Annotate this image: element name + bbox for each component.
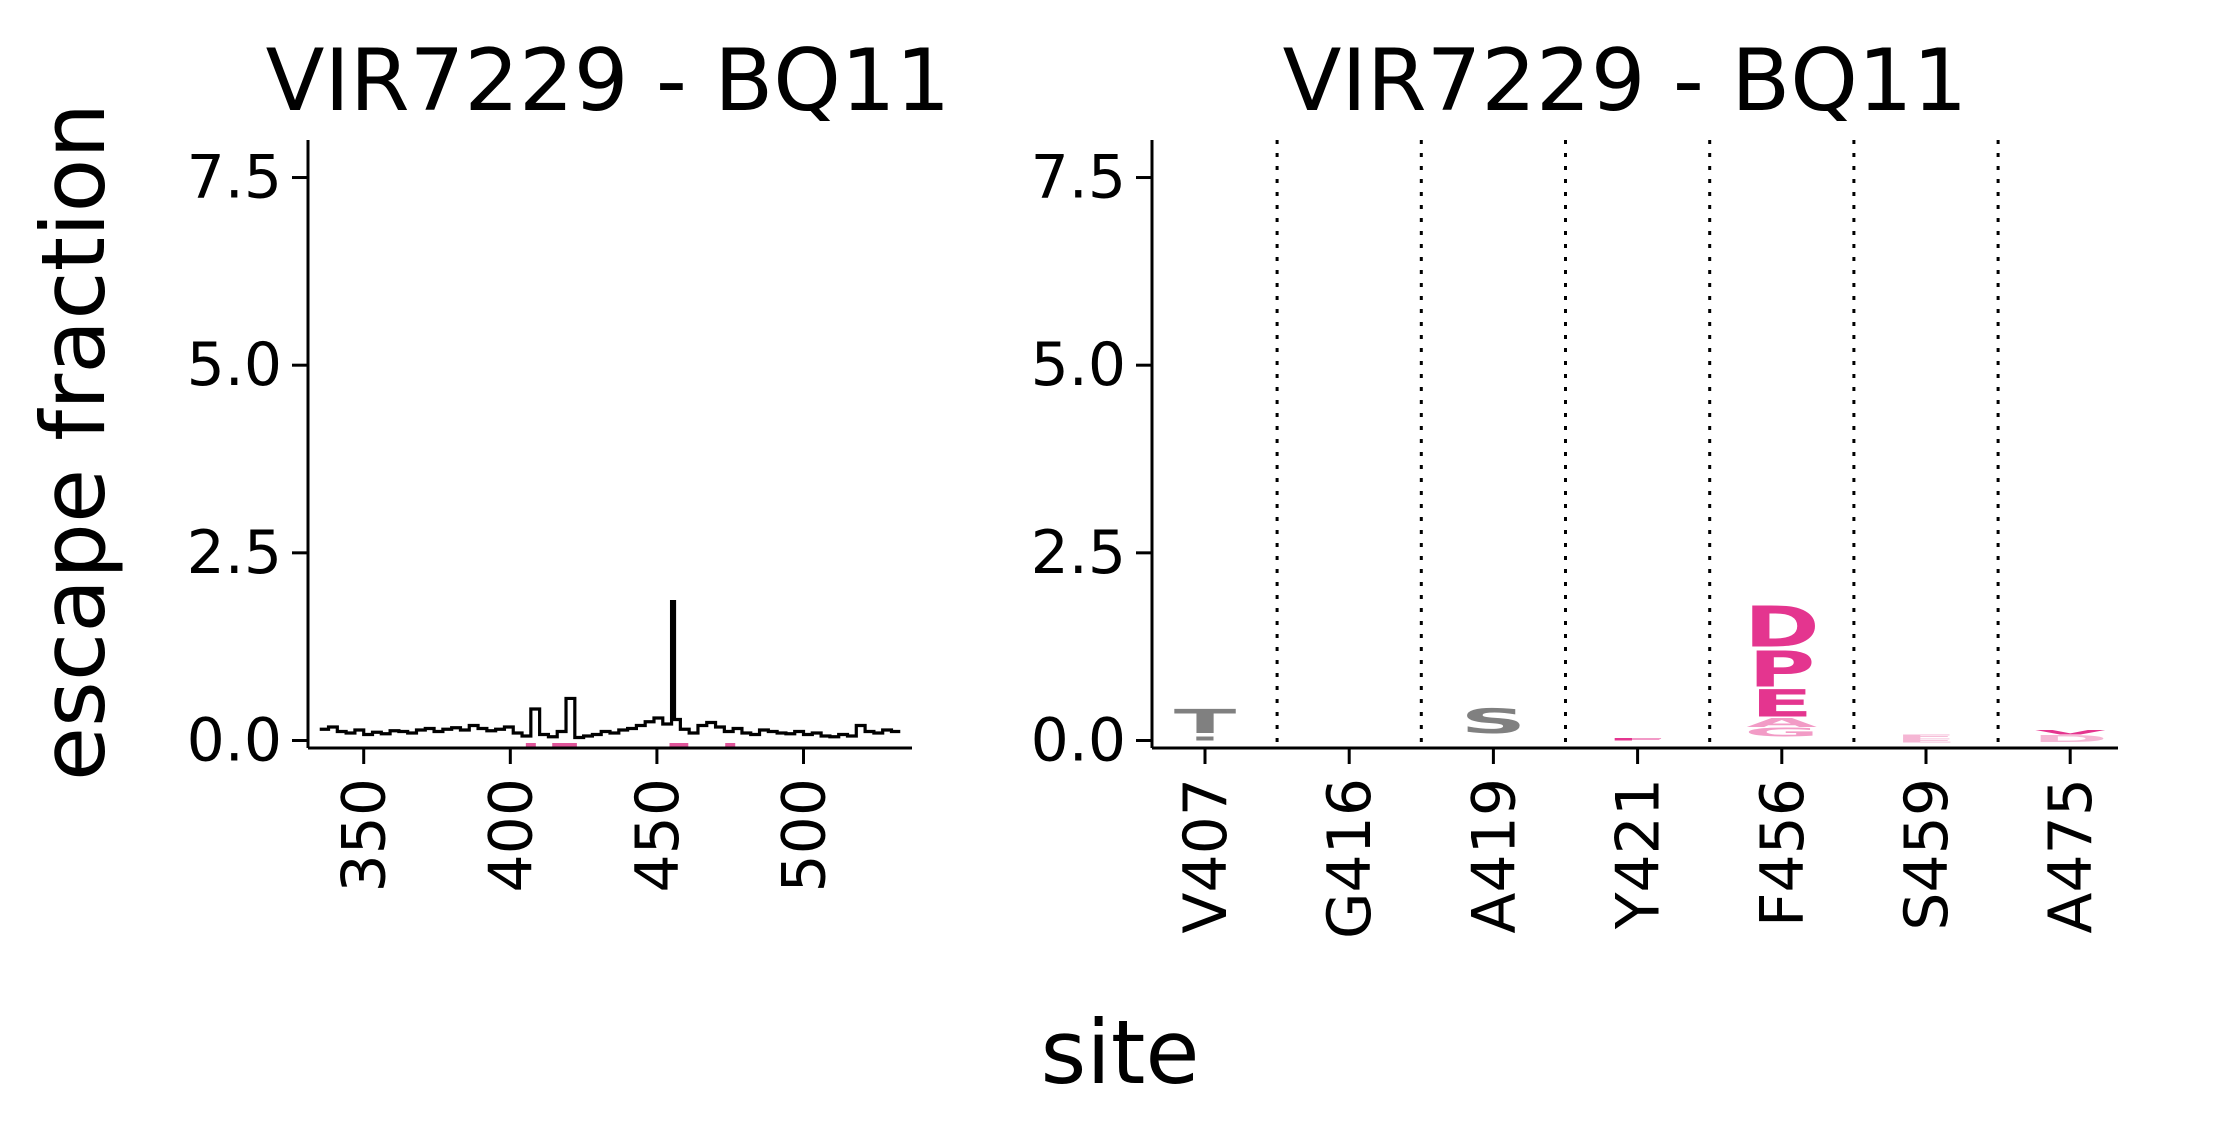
left-series-line — [319, 600, 901, 740]
left-highlight-site — [678, 743, 689, 748]
right-chart-title: VIR7229 - BQ11 — [1283, 31, 1968, 131]
right-x-tick-label: A475 — [2036, 778, 2106, 934]
right-axes: 0.0 2.5 5.0 7.5 V407 G416 A419 Y421 F456 S459 A475 — [1031, 140, 2118, 939]
figure-xlabel: site — [1041, 1001, 1200, 1104]
right-x-tick-label: A419 — [1459, 778, 1529, 934]
logo-letter-g: G — [1744, 725, 1819, 739]
right-x-tick-label: Y421 — [1604, 778, 1674, 930]
logo-letter-a: A — [1746, 716, 1817, 730]
logo-letter-v: V — [2035, 729, 2106, 736]
left-y-tick-label: 2.5 — [187, 518, 282, 588]
site-line-plot: VIR7229 - BQ11 0.0 2.5 5.0 7.5 350 400 450 500 — [187, 31, 951, 893]
left-x-tick-label: 500 — [770, 778, 840, 893]
left-chart-title: VIR7229 - BQ11 — [266, 31, 951, 131]
logo-letter-d: D — [2032, 734, 2108, 745]
left-axes: 0.0 2.5 5.0 7.5 350 400 450 500 — [187, 140, 912, 893]
left-highlight-site — [552, 743, 563, 748]
left-x-tick-label: 450 — [623, 778, 693, 893]
left-highlight-site — [669, 743, 680, 748]
right-site-separators — [1275, 140, 2000, 748]
left-highlight-markers — [525, 743, 736, 748]
logo-letter-e: E — [1895, 738, 1957, 744]
left-x-tick-label: 350 — [330, 778, 400, 893]
left-y-tick-label: 7.5 — [187, 143, 282, 213]
left-highlight-site — [561, 743, 572, 748]
right-x-tick-label: G416 — [1315, 778, 1385, 939]
logo-letter-f: F — [1606, 738, 1668, 742]
right-y-tick-label: 2.5 — [1031, 518, 1126, 588]
left-highlight-site — [725, 743, 736, 748]
left-highlight-site — [525, 743, 536, 748]
logo-letter-s: S — [1460, 702, 1526, 741]
left-y-tick-label: 0.0 — [187, 705, 282, 775]
right-x-tick-label: V407 — [1171, 778, 1241, 934]
left-highlight-site — [566, 743, 577, 748]
right-x-tick-label: S459 — [1892, 778, 1962, 931]
right-y-tick-label: 7.5 — [1031, 143, 1126, 213]
logo-letter-t: T — [1174, 703, 1237, 741]
left-series-group — [319, 600, 901, 740]
left-y-tick-label: 5.0 — [187, 330, 282, 400]
logo-letter-i: I — [1188, 736, 1222, 742]
figure-ylabel: escape fraction — [22, 103, 125, 781]
right-y-tick-label: 0.0 — [1031, 705, 1126, 775]
logo-letter-p: P — [1748, 641, 1815, 698]
right-x-tick-label: F456 — [1748, 778, 1818, 927]
left-x-tick-label: 400 — [476, 778, 546, 893]
logo-letter-d: D — [1744, 594, 1820, 660]
logo-letter-e: E — [1751, 683, 1813, 726]
logo-letter-f: F — [1895, 733, 1957, 740]
right-y-tick-label: 5.0 — [1031, 330, 1126, 400]
